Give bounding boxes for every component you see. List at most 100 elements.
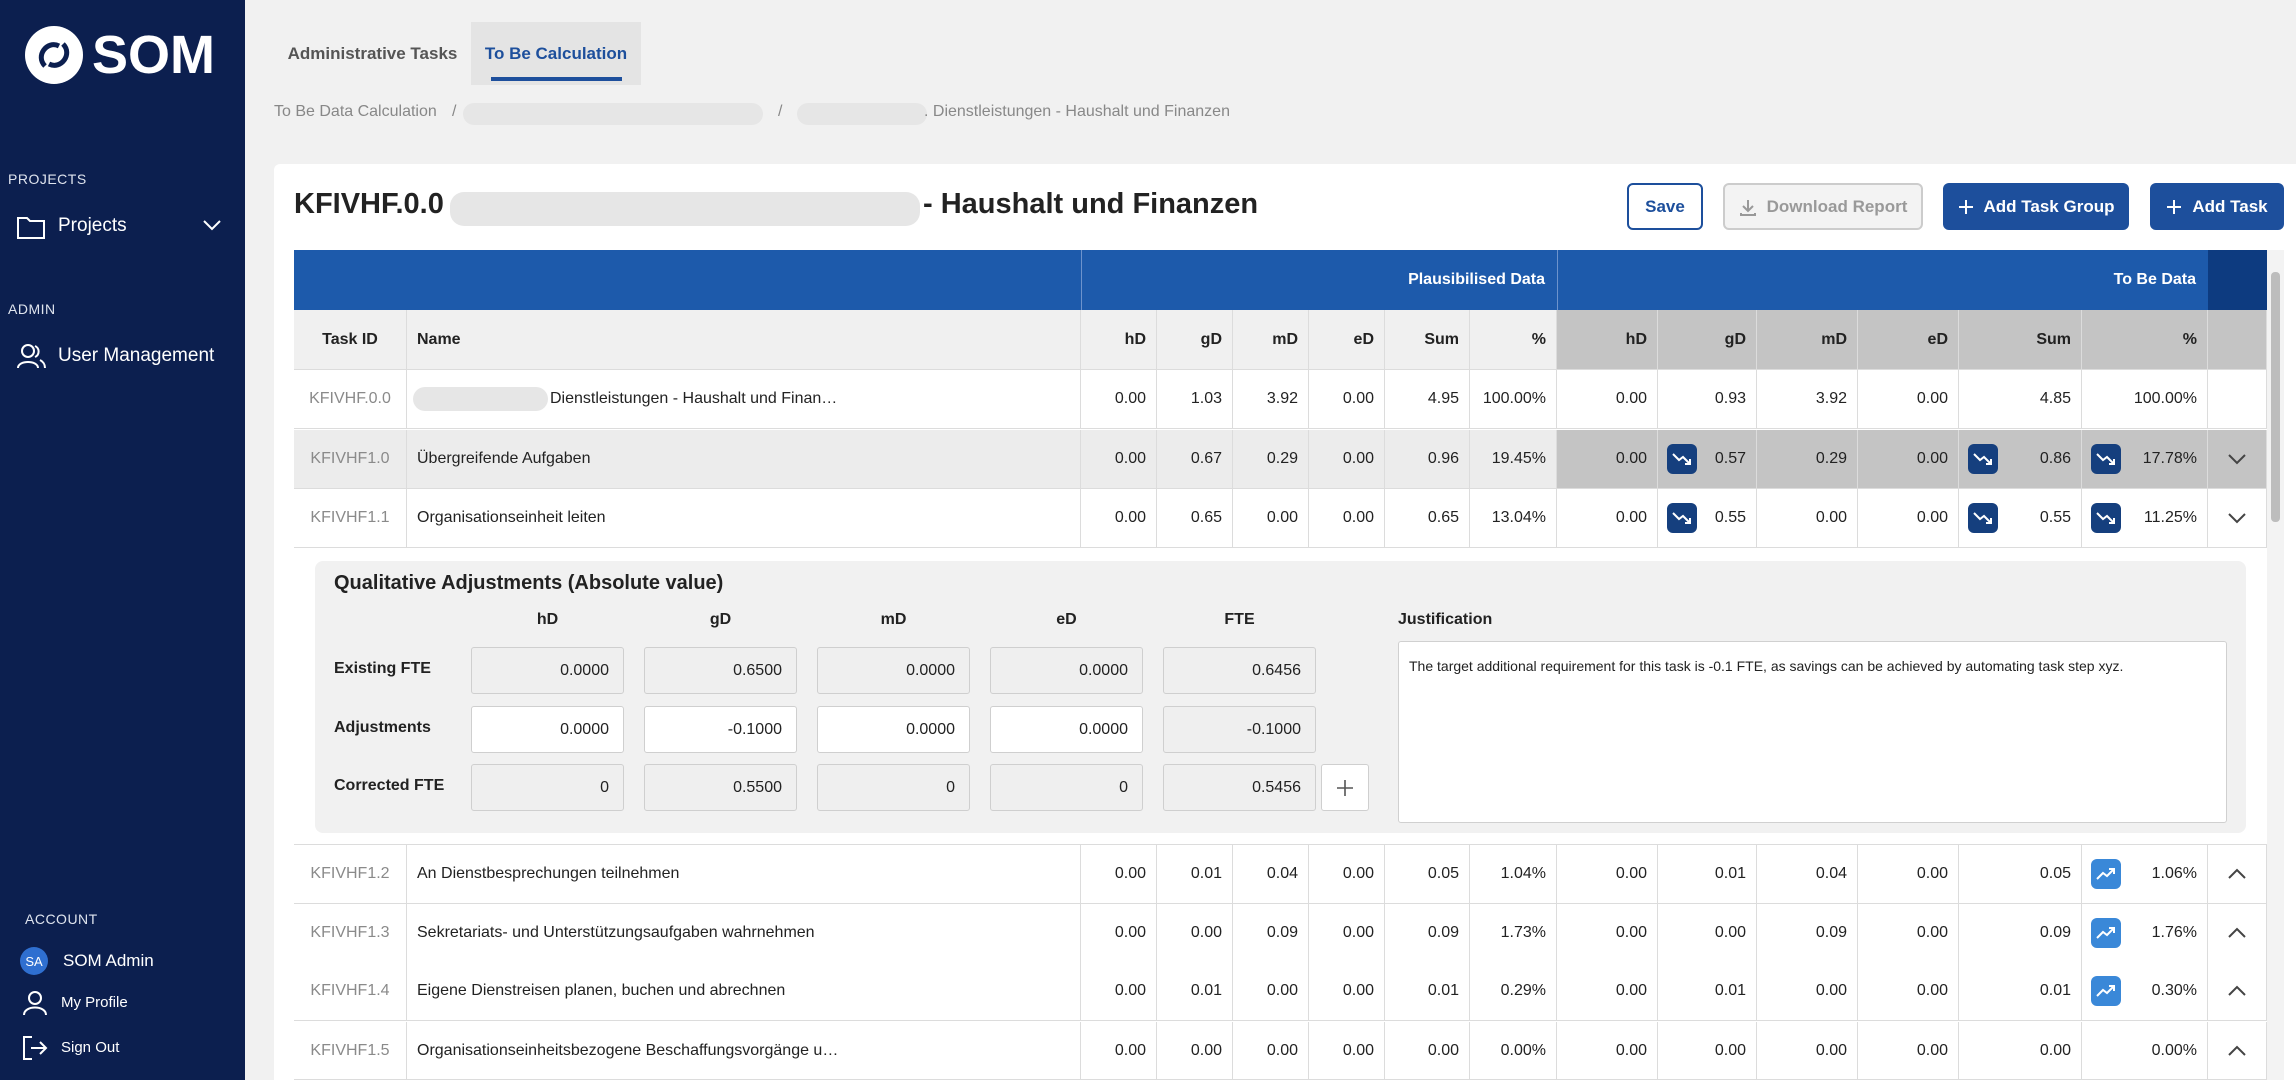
download-button[interactable]: Download Report — [1723, 183, 1923, 230]
column-header: Sum — [1385, 310, 1470, 370]
value: 1.03 — [1190, 390, 1222, 407]
nav-user-management[interactable]: User Management — [58, 345, 215, 366]
value-cell: 0.00 — [1309, 430, 1385, 489]
task-name[interactable]: Organisationseinheitsbezogene Beschaffun… — [407, 1022, 1081, 1080]
breadcrumb-item[interactable]: To Be Data Calculation — [274, 103, 437, 120]
value-cell: 19.45% — [1470, 430, 1557, 489]
title-suffix: - Haushalt und Finanzen — [923, 188, 1259, 220]
value: 0.00 — [1342, 509, 1374, 526]
value: 3.92 — [1815, 390, 1847, 407]
value: 0.00 — [1190, 924, 1222, 941]
trend-icon[interactable] — [1667, 503, 1697, 533]
value: 0.05 — [1427, 865, 1459, 882]
fte-input: 0 — [817, 764, 970, 811]
nav-sign-out[interactable]: Sign Out — [61, 1039, 120, 1056]
value-cell: 0.00 — [1858, 430, 1959, 489]
panel-title: Qualitative Adjustments (Absolute value) — [334, 572, 724, 594]
row-background — [294, 1022, 2267, 1080]
chevron-cell[interactable] — [2208, 845, 2267, 904]
value: 19.45% — [1491, 450, 1546, 467]
trend-icon[interactable] — [1667, 444, 1697, 474]
users-icon — [17, 344, 46, 369]
redacted — [463, 103, 763, 125]
value: 0.29 — [1266, 450, 1298, 467]
value: 0.00 — [1916, 982, 1948, 999]
trend-icon[interactable] — [1968, 503, 1998, 533]
value: 0.00 — [1427, 1041, 1459, 1059]
value: 0.04 — [1815, 865, 1847, 882]
trend-icon[interactable] — [2091, 503, 2121, 533]
value: 3.92 — [1266, 390, 1298, 407]
trend-icon[interactable] — [2091, 918, 2121, 948]
task-name[interactable]: Sekretariats- und Unterstützungsaufgaben… — [407, 904, 1081, 963]
tab[interactable]: Administrative Tasks — [287, 43, 458, 63]
value-cell: 0.67 — [1157, 430, 1233, 489]
value-cell: 0.00 — [1081, 430, 1157, 489]
value: 1.73% — [1500, 924, 1546, 941]
value-cell: 0.01 — [1658, 845, 1757, 904]
fte-input[interactable]: 0.0000 — [817, 706, 970, 753]
fte-input[interactable]: 0.0000 — [990, 706, 1143, 753]
logo-mark — [25, 26, 83, 84]
add-button[interactable] — [1321, 764, 1369, 811]
trend-icon[interactable] — [1968, 444, 1998, 474]
button-label: Add Task Group — [1983, 196, 2115, 216]
trend-icon[interactable] — [2091, 444, 2121, 474]
value-cell: 0.00 — [1858, 904, 1959, 963]
tab-active[interactable]: To Be Calculation — [471, 22, 641, 85]
add-task-button[interactable]: Add Task — [2150, 183, 2284, 230]
column-header: hD — [1557, 310, 1658, 370]
group-header: Plausibilised Data — [1081, 250, 1557, 310]
task-name[interactable]: Organisationseinheit leiten — [407, 489, 1081, 548]
add-task-group-button[interactable]: Add Task Group — [1943, 183, 2129, 230]
row-background — [294, 904, 2267, 963]
value-cell: 3.92 — [1233, 370, 1309, 429]
panel-column-header: gD — [709, 611, 732, 628]
column-header — [2208, 310, 2267, 370]
value-cell: 0.96 — [1385, 430, 1470, 489]
task-name[interactable]: Dienstleistungen - Haushalt und Finan… — [407, 370, 1081, 429]
chevron-cell[interactable] — [2208, 904, 2267, 963]
value: 0.00 — [1266, 1041, 1298, 1059]
task-name[interactable]: Eigene Dienstreisen planen, buchen und a… — [407, 962, 1081, 1021]
panel-row-label: Adjustments — [334, 719, 431, 736]
justification-text[interactable]: The target additional requirement for th… — [1398, 641, 2227, 823]
scrollbar[interactable] — [2267, 250, 2284, 1080]
column-header: % — [1470, 310, 1557, 370]
fte-input: 0.0000 — [990, 647, 1143, 694]
panel-column-header: eD — [1056, 611, 1077, 628]
nav-projects[interactable]: Projects — [58, 215, 127, 236]
fte-input[interactable]: -0.1000 — [644, 706, 797, 753]
value-cell: 0.00 — [1557, 962, 1658, 1021]
save-button[interactable]: Save — [1627, 183, 1703, 230]
value-cell: 0.05 — [1385, 845, 1470, 904]
sidebar: SOM PROJECTS Projects ADMIN User Managem… — [0, 0, 245, 1080]
chevron-cell[interactable] — [2208, 1022, 2267, 1080]
chevron-cell[interactable] — [2208, 489, 2267, 548]
value: 0.00 — [1615, 982, 1647, 999]
task-name[interactable]: An Dienstbesprechungen teilnehmen — [407, 845, 1081, 904]
value-cell: 4.95 — [1385, 370, 1470, 429]
value-cell: 0.00 — [1557, 370, 1658, 429]
nav-my-profile[interactable]: My Profile — [61, 994, 128, 1011]
chevron-cell[interactable] — [2208, 430, 2267, 489]
title-prefix: KFIVHF.0.0 - — [294, 188, 462, 220]
task-name[interactable]: Übergreifende Aufgaben — [407, 430, 1081, 489]
chevron-cell[interactable] — [2208, 962, 2267, 1021]
value-cell: 0.00 — [1757, 489, 1858, 548]
value-cell: 0.09 — [1757, 904, 1858, 963]
value: 0.00 — [1615, 450, 1647, 467]
value-cell: 0.00 — [1557, 1022, 1658, 1080]
chevron-cell[interactable] — [2208, 370, 2267, 429]
fte-input[interactable]: 0.0000 — [471, 706, 624, 753]
trend-icon[interactable] — [2091, 976, 2121, 1006]
fte-input: 0.5456 — [1163, 764, 1316, 811]
task-id: KFIVHF1.4 — [294, 962, 407, 1021]
value: 1.76% — [2151, 924, 2197, 941]
value-cell: 0.00 — [1081, 370, 1157, 429]
expand-icon[interactable] — [202, 218, 222, 232]
fte-input: 0 — [471, 764, 624, 811]
trend-icon[interactable] — [2091, 859, 2121, 889]
value: 0.00 — [1615, 390, 1647, 407]
value-cell: 13.04% — [1470, 489, 1557, 548]
